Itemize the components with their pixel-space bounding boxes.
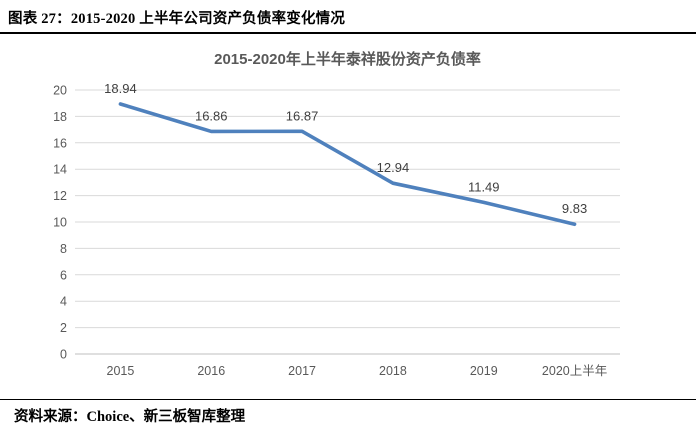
y-tick-label: 0 bbox=[60, 348, 67, 362]
chart-title: 2015-2020年上半年泰祥股份资产负债率 bbox=[214, 50, 481, 68]
y-tick-label: 18 bbox=[53, 110, 67, 124]
y-tick-label: 20 bbox=[53, 84, 67, 98]
x-axis-label: 2016 bbox=[197, 364, 225, 378]
y-tick-label: 14 bbox=[53, 163, 67, 177]
data-label: 11.49 bbox=[468, 179, 500, 194]
caption-divider bbox=[0, 32, 696, 34]
data-label: 12.94 bbox=[377, 160, 410, 175]
data-label: 9.83 bbox=[562, 201, 587, 216]
source-divider bbox=[0, 399, 696, 400]
y-tick-label: 2 bbox=[60, 321, 67, 335]
x-axis-label: 2019 bbox=[470, 364, 498, 378]
data-label: 16.86 bbox=[195, 108, 228, 123]
x-axis-label: 2015 bbox=[107, 364, 135, 378]
series-line bbox=[118, 102, 577, 227]
data-label: 18.94 bbox=[104, 81, 137, 96]
x-axis-label: 2020上半年 bbox=[542, 364, 607, 378]
data-label: 16.87 bbox=[286, 108, 319, 123]
figure-caption: 图表 27：2015-2020 上半年公司资产负债率变化情况 bbox=[8, 11, 346, 27]
x-axis-label: 2017 bbox=[288, 364, 316, 378]
y-tick-label: 10 bbox=[53, 216, 67, 230]
y-tick-label: 4 bbox=[60, 295, 67, 309]
source-note: 资料来源：Choice、新三板智库整理 bbox=[14, 409, 246, 425]
y-tick-label: 6 bbox=[60, 268, 67, 282]
line-chart: 0 2 4 6 8 10 12 14 16 18 20 2015 2016 2017 2018 2019 202… bbox=[53, 50, 620, 378]
y-tick-label: 12 bbox=[53, 189, 67, 203]
x-axis-label: 2018 bbox=[379, 364, 407, 378]
y-tick-label: 8 bbox=[60, 242, 67, 256]
y-tick-label: 16 bbox=[53, 136, 67, 150]
